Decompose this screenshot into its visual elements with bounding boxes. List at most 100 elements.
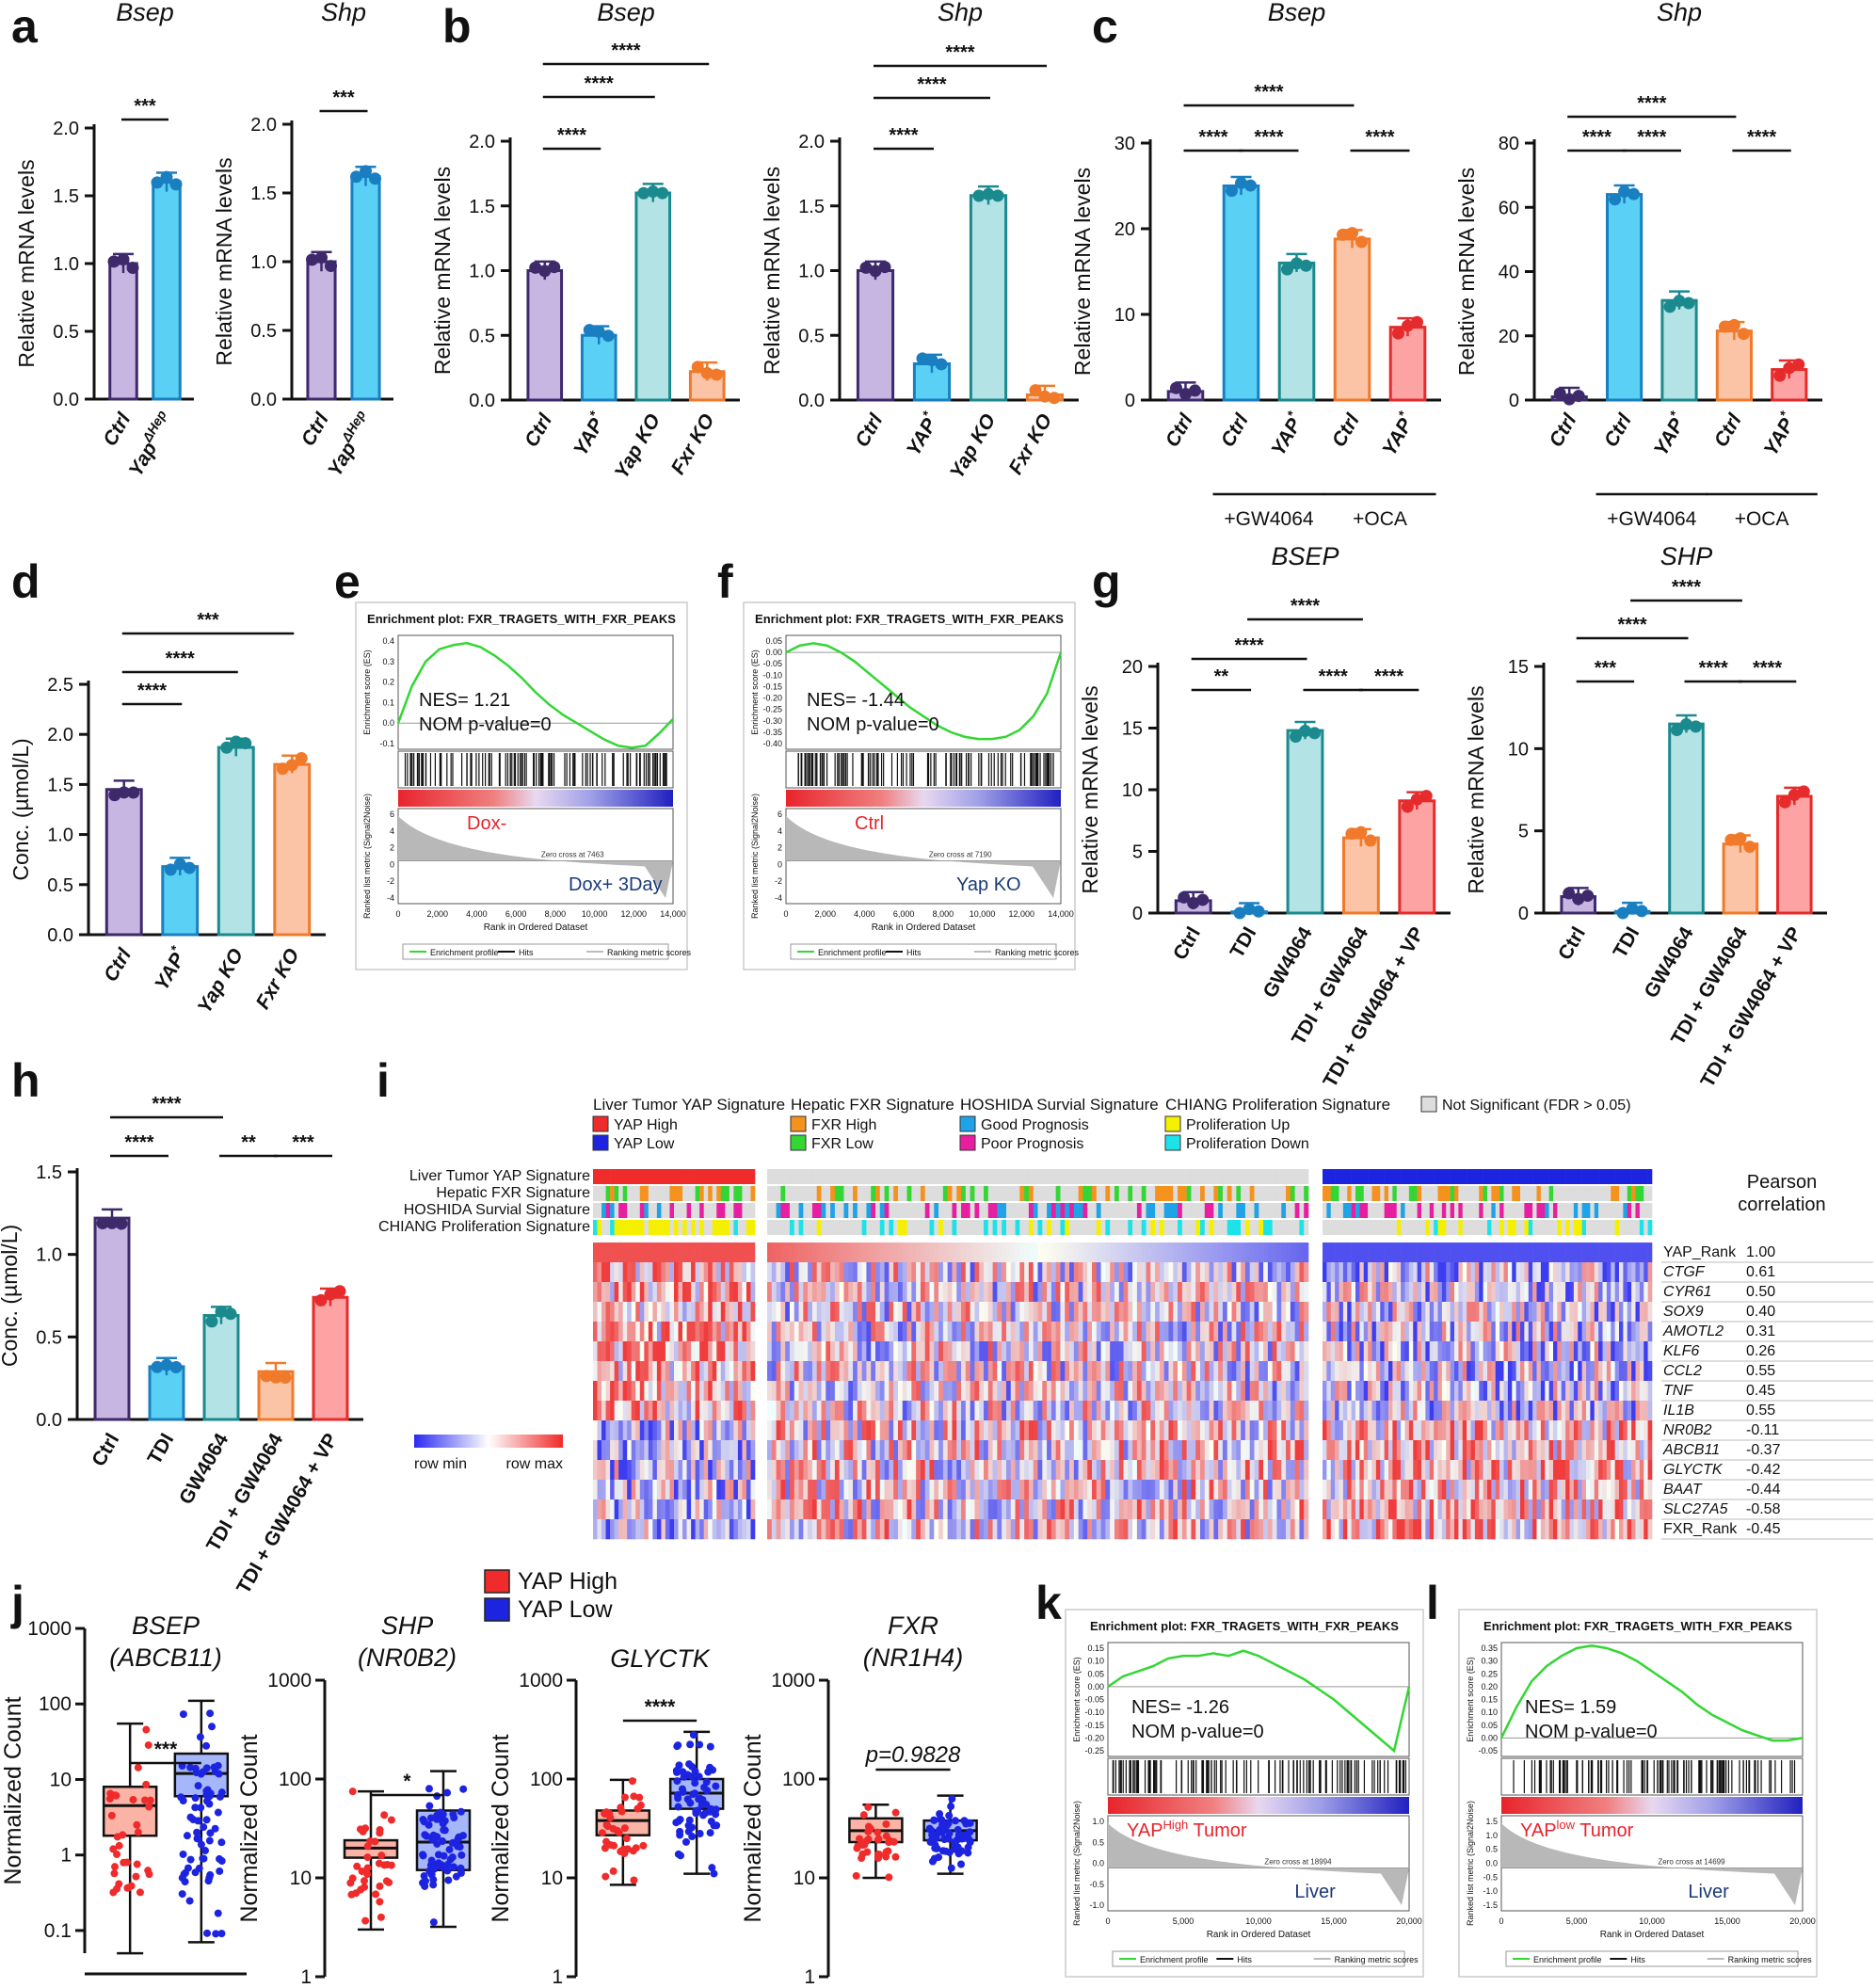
heatmap-cell	[627, 1322, 633, 1342]
heatmap-cell	[639, 1262, 645, 1283]
heatmap-cell	[1042, 1282, 1048, 1303]
heatmap-cell	[1401, 1322, 1405, 1342]
heatmap-cell	[686, 1262, 692, 1283]
heatmap-cell	[1507, 1322, 1513, 1342]
chart-title: Bsep	[597, 0, 655, 26]
heatmap-cell	[821, 1401, 826, 1421]
chart-title: Bsep	[116, 0, 174, 26]
heatmap-cell	[1168, 1242, 1174, 1263]
track-cell	[750, 1203, 756, 1218]
heatmap-cell	[924, 1282, 930, 1303]
track-cell	[1401, 1169, 1405, 1184]
y-tick-label: 1.0	[469, 262, 495, 282]
heatmap-cell	[712, 1341, 717, 1362]
track-cell	[1458, 1220, 1464, 1235]
heatmap-cell	[1204, 1282, 1210, 1303]
heatmap-cell	[1055, 1322, 1061, 1342]
heatmap-cell	[970, 1381, 975, 1402]
heatmap-cell	[1503, 1322, 1509, 1342]
heatmap-cell	[1294, 1242, 1300, 1263]
track-cell	[1355, 1203, 1360, 1218]
track-cell	[1614, 1169, 1620, 1184]
heatmap-cell	[699, 1361, 704, 1382]
track-cell	[1335, 1186, 1339, 1201]
heatmap-cell	[1561, 1302, 1566, 1323]
heatmap-cell	[1186, 1262, 1192, 1283]
heatmap-cell	[1096, 1262, 1101, 1283]
track-cell	[1042, 1186, 1048, 1201]
heatmap-cell	[902, 1401, 907, 1421]
heatmap-cell	[1195, 1460, 1201, 1481]
heatmap-cell	[648, 1420, 653, 1441]
track-cell	[780, 1220, 786, 1235]
heatmap-cell	[902, 1499, 907, 1520]
heatmap-cell	[780, 1262, 786, 1283]
track-cell	[1573, 1169, 1579, 1184]
y-tick-label: 0.5	[47, 875, 73, 896]
heatmap-cell	[627, 1499, 633, 1520]
heatmap-cell	[1380, 1242, 1385, 1263]
heatmap-cell	[1404, 1282, 1410, 1303]
heatmap-cell	[1222, 1282, 1228, 1303]
track-cell	[1586, 1203, 1591, 1218]
heatmap-cell	[1141, 1361, 1146, 1382]
heatmap-cell	[871, 1480, 876, 1500]
track-cell	[861, 1169, 867, 1184]
heatmap-cell	[1055, 1381, 1061, 1402]
heatmap-cell	[1623, 1282, 1628, 1303]
data-point	[1626, 902, 1639, 915]
gsea-title: Enrichment plot: FXR_TRAGETS_WITH_FXR_PE…	[755, 612, 1064, 626]
heatmap-cell	[678, 1381, 683, 1402]
heatmap-cell	[1195, 1262, 1201, 1283]
heatmap-cell	[1191, 1420, 1196, 1441]
track-cell	[627, 1203, 633, 1218]
heatmap-cell	[1263, 1440, 1269, 1461]
heatmap-cell	[1105, 1519, 1111, 1540]
heatmap-cell	[1606, 1282, 1611, 1303]
heatmap-cell	[746, 1480, 751, 1500]
track-cell	[712, 1220, 717, 1235]
track-cell	[1065, 1169, 1070, 1184]
heatmap-cell	[848, 1499, 854, 1520]
heatmap-cell	[1254, 1262, 1259, 1283]
track-cell	[737, 1186, 743, 1201]
heatmap-cell	[789, 1322, 795, 1342]
heatmap-cell	[916, 1440, 922, 1461]
heatmap-cell	[1635, 1341, 1641, 1362]
significance-label: ****	[152, 1094, 181, 1114]
significance-label: ****	[1637, 127, 1666, 148]
track-cell	[610, 1220, 615, 1235]
heatmap-cell	[635, 1440, 641, 1461]
heatmap-cell	[776, 1262, 781, 1283]
heatmap-cell	[1635, 1242, 1641, 1263]
heatmap-cell	[1434, 1341, 1438, 1362]
heatmap-cell	[1304, 1361, 1309, 1382]
heatmap-cell	[1024, 1519, 1030, 1540]
heatmap-cell	[938, 1242, 944, 1263]
heatmap-cell	[652, 1440, 658, 1461]
heatmap-cell	[1024, 1341, 1030, 1362]
heatmap-cell	[750, 1381, 756, 1402]
heatmap-cell	[902, 1381, 907, 1402]
heatmap-cell	[848, 1262, 854, 1283]
y-tick-label: 20	[1114, 219, 1135, 240]
heatmap-cell	[1123, 1381, 1129, 1402]
heatmap-cell	[1512, 1262, 1516, 1283]
heatmap-cell	[1417, 1341, 1422, 1362]
heatmap-cell	[789, 1341, 795, 1362]
heatmap-cell	[929, 1361, 935, 1382]
heatmap-cell	[1590, 1302, 1595, 1323]
track-cell	[1462, 1203, 1467, 1218]
heatmap-cell	[1368, 1302, 1372, 1323]
track-cell	[1479, 1186, 1483, 1201]
track-cell	[1437, 1169, 1443, 1184]
heatmap-cell	[1474, 1242, 1480, 1263]
es-tick-label: 0.00	[765, 648, 782, 657]
heatmap-cell	[1033, 1480, 1038, 1500]
es-tick-label: 0.35	[1481, 1643, 1498, 1653]
heatmap-cell	[1213, 1499, 1219, 1520]
rank-tick-label: 4	[390, 826, 394, 836]
heatmap-cell	[1491, 1322, 1497, 1342]
heatmap-cell	[1384, 1302, 1389, 1323]
track-cell	[767, 1169, 773, 1184]
